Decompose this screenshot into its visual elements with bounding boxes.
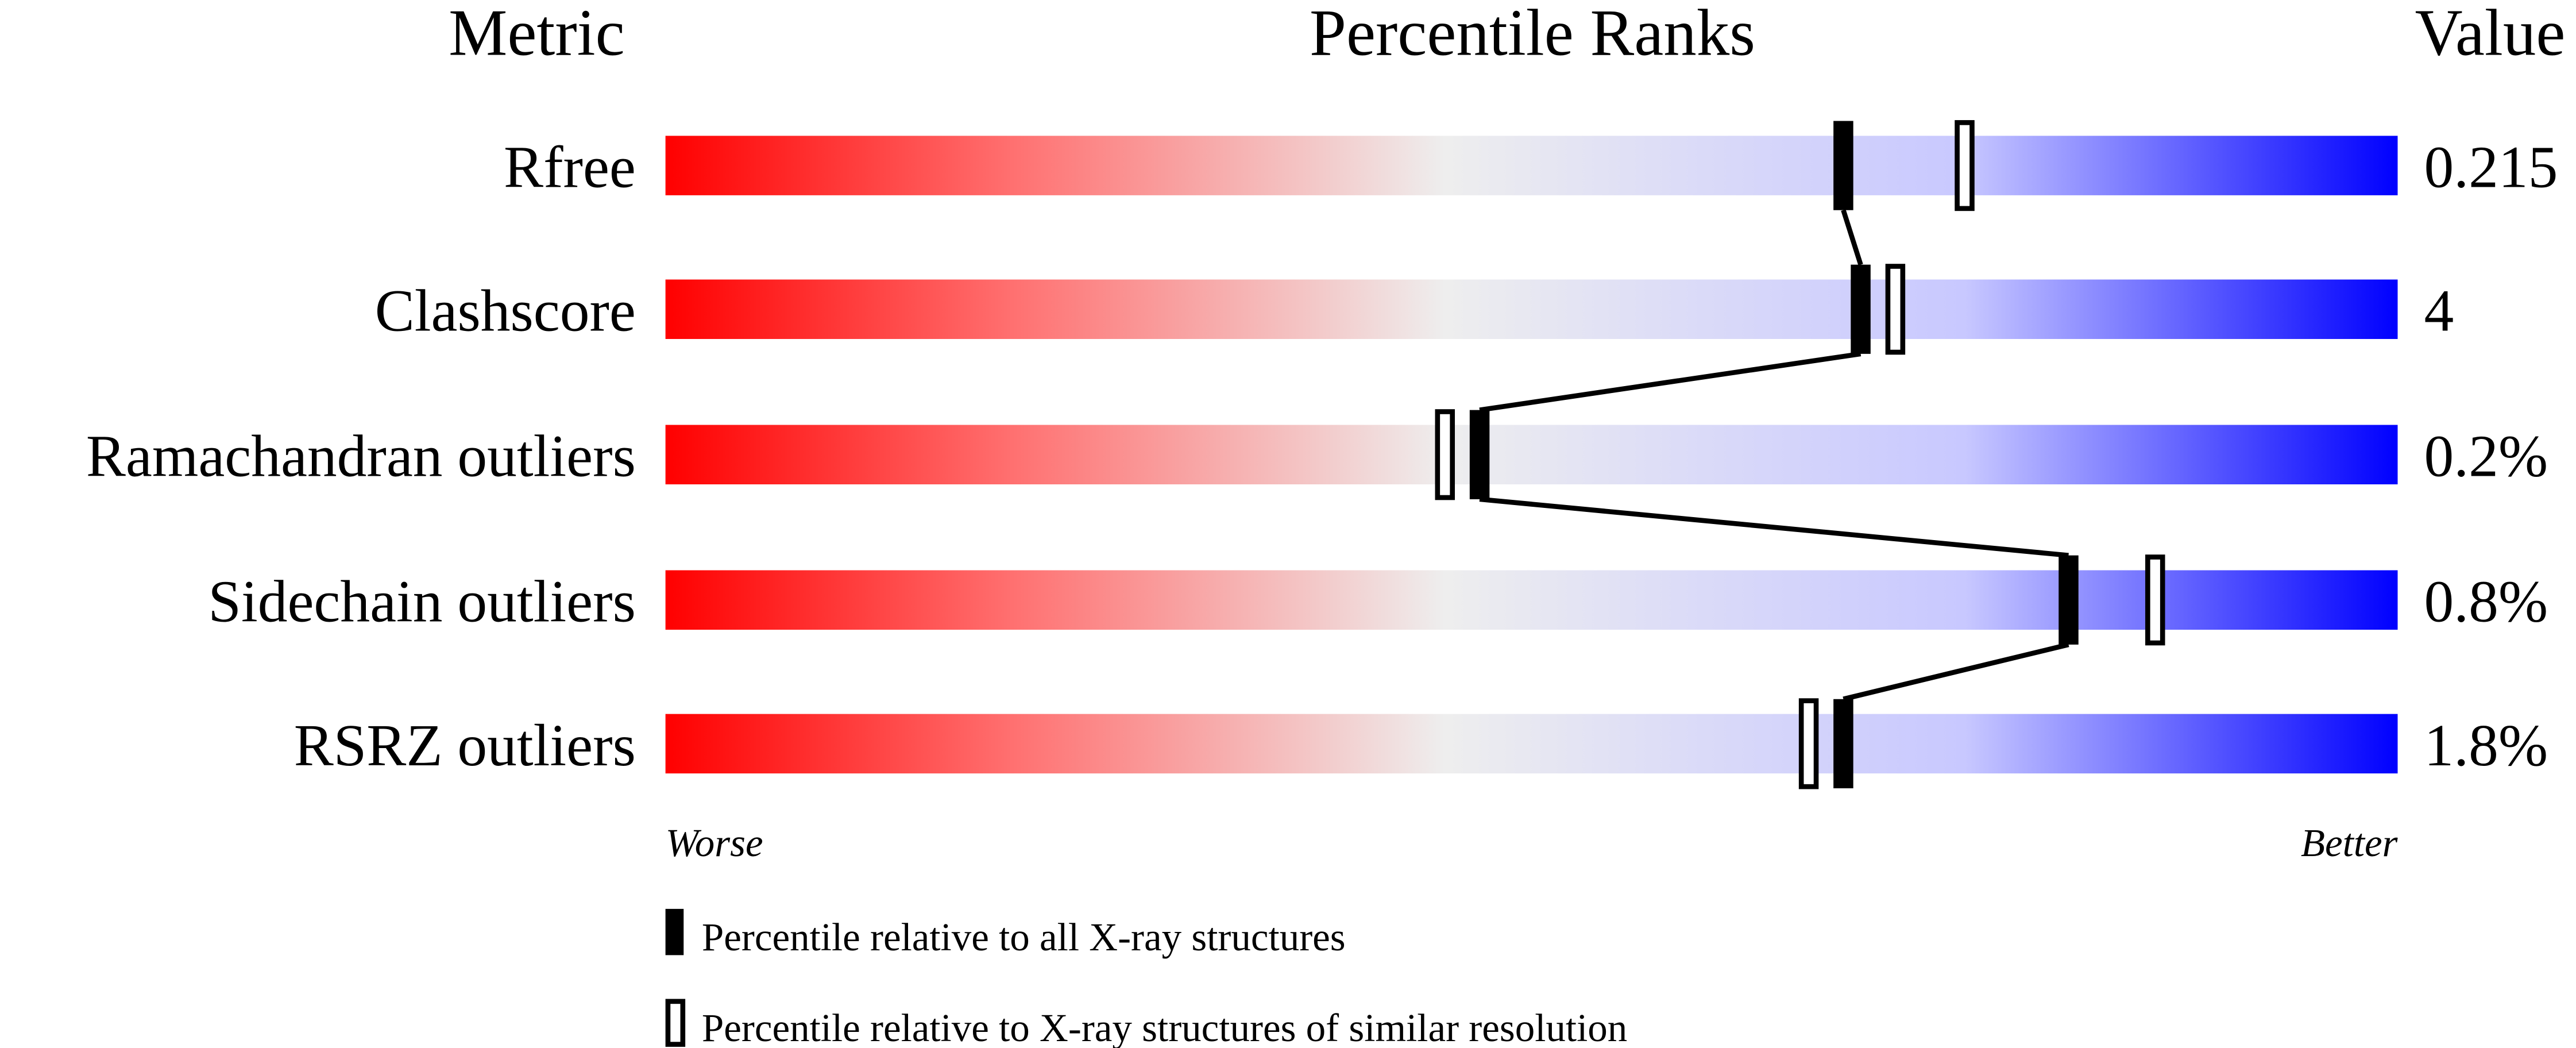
marker-all-structures [1851, 264, 1871, 354]
marker-all-structures [2059, 555, 2079, 645]
legend-open-marker [665, 999, 686, 1047]
metric-label: Sidechain outliers [208, 569, 635, 635]
connector-line [1479, 351, 1861, 413]
marker-similar-resolution [1435, 409, 1455, 500]
legend-label-similar: Percentile relative to X-ray structures … [702, 1006, 1627, 1048]
marker-all-structures [1833, 699, 1853, 788]
legend-filled-marker [665, 908, 684, 955]
legend-label-all: Percentile relative to all X-ray structu… [702, 915, 1346, 959]
axis-label-better: Better [2301, 821, 2399, 865]
metric-value: 0.2% [2424, 424, 2548, 490]
percentile-bar [665, 425, 2398, 484]
percentile-bar [665, 714, 2398, 774]
marker-similar-resolution [1955, 120, 1975, 211]
header-value: Value [2415, 0, 2566, 69]
percentile-bar [665, 136, 2398, 195]
axis-label-worse: Worse [666, 821, 763, 865]
metric-label: RSRZ outliers [294, 713, 636, 779]
marker-similar-resolution [2145, 554, 2165, 646]
connector-line [1479, 496, 2069, 558]
percentile-bar [665, 570, 2398, 630]
metric-value: 0.215 [2424, 135, 2558, 201]
connector-line [1841, 209, 1863, 265]
percentile-bar [665, 279, 2398, 339]
header-percentile: Percentile Ranks [1310, 0, 1755, 69]
metric-value: 1.8% [2424, 713, 2548, 779]
marker-similar-resolution [1885, 264, 1906, 355]
header-metric: Metric [449, 0, 625, 69]
metric-value: 4 [2424, 279, 2454, 344]
metric-value: 0.8% [2424, 569, 2548, 635]
marker-all-structures [1833, 121, 1853, 210]
connector-line [1843, 642, 2069, 702]
marker-similar-resolution [1798, 698, 1819, 789]
metric-label: Clashscore [375, 279, 636, 344]
marker-all-structures [1469, 410, 1490, 499]
metric-label: Rfree [504, 135, 636, 201]
metric-label: Ramachandran outliers [86, 424, 636, 490]
